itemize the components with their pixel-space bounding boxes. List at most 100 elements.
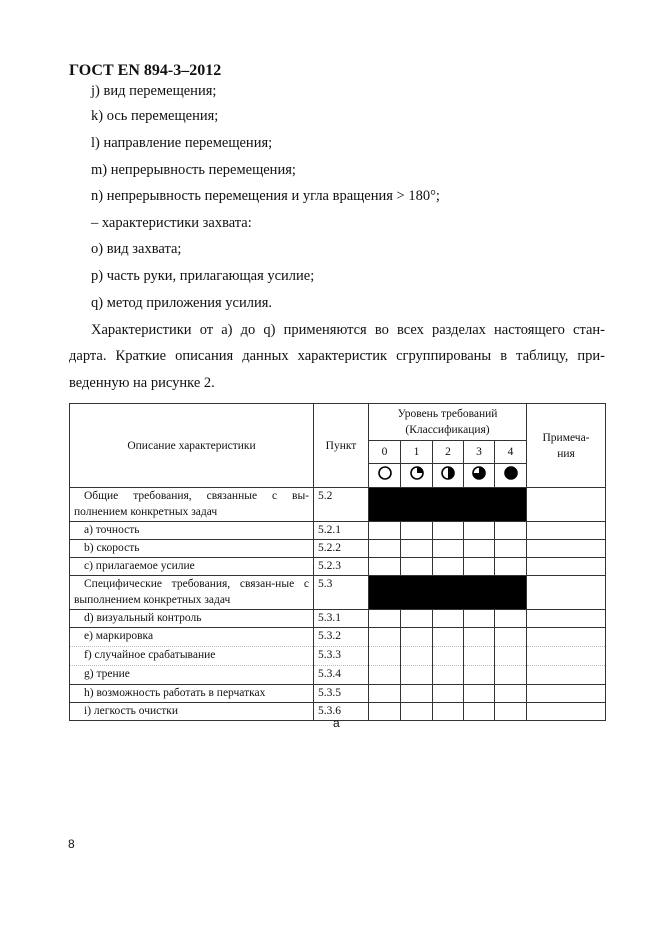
- level-cell: [400, 684, 433, 703]
- level-cell: [432, 627, 464, 647]
- notes-cell: [526, 487, 606, 522]
- list-item: k) ось перемещения;: [91, 108, 219, 124]
- level-4-header: 4: [494, 440, 527, 464]
- level-cell: [368, 627, 401, 647]
- table-row: g) трение 5.3.4: [69, 665, 606, 685]
- list-item: l) направление перемещения;: [91, 135, 273, 151]
- level-cell: [368, 539, 401, 558]
- row-description: g) трение: [69, 665, 314, 685]
- row-clause: 5.3.4: [313, 665, 369, 685]
- level-cell: [463, 539, 495, 558]
- level-cell: [400, 627, 433, 647]
- header-description: Описание характеристики: [69, 403, 314, 488]
- table-row: b) скорость 5.2.2: [69, 539, 606, 558]
- table-row: c) прилагаемое усилие 5.2.3: [69, 557, 606, 576]
- level-cell: [463, 665, 495, 685]
- level-1-cell: [400, 463, 433, 488]
- list-item: p) часть руки, прилагающая усилие;: [91, 268, 315, 284]
- row-clause: 5.3.3: [313, 646, 369, 666]
- table-row: Специфические требования, связан-ные с в…: [69, 575, 606, 610]
- level-2-cell: [432, 463, 464, 488]
- level-cell: [494, 665, 527, 685]
- row-description: i) легкость очистки: [69, 702, 314, 721]
- level-cell: [368, 684, 401, 703]
- notes-cell: [526, 609, 606, 628]
- table-row: i) легкость очистки 5.3.6: [69, 702, 606, 721]
- level-cell: [432, 539, 464, 558]
- row-clause: 5.3.6: [313, 702, 369, 721]
- table-row: d) визуальный контроль 5.3.1: [69, 609, 606, 628]
- level-cell: [432, 684, 464, 703]
- list-item: j) вид перемещения;: [91, 83, 217, 99]
- notes-cell: [526, 627, 606, 647]
- row-clause: 5.2: [313, 487, 369, 522]
- level-cell: [432, 665, 464, 685]
- level-cell: [368, 665, 401, 685]
- table-row: a) точность 5.2.1: [69, 521, 606, 540]
- notes-cell: [526, 684, 606, 703]
- level-cell: [432, 557, 464, 576]
- row-description: Общие требования, связанные с вы-полнени…: [69, 487, 314, 522]
- level-cell: [463, 521, 495, 540]
- level-cell: [463, 646, 495, 666]
- level-4-cell: [494, 463, 527, 488]
- level-cell: [494, 539, 527, 558]
- row-clause: 5.3.5: [313, 684, 369, 703]
- level-cell: [368, 521, 401, 540]
- figure-caption: a: [333, 716, 340, 730]
- level-cell: [494, 627, 527, 647]
- level-cell: [368, 702, 401, 721]
- table-row: h) возможность работать в перчатках 5.3.5: [69, 684, 606, 703]
- level-cell: [494, 609, 527, 628]
- notes-cell: [526, 539, 606, 558]
- list-item: m) непрерывность перемещения;: [91, 162, 296, 178]
- level-cell: [432, 521, 464, 540]
- level-cell: [432, 609, 464, 628]
- level-cell: [494, 684, 527, 703]
- level-cell: [400, 521, 433, 540]
- row-clause: 5.2.2: [313, 539, 369, 558]
- level-cell: [463, 627, 495, 647]
- row-description: f) случайное срабатывание: [69, 646, 314, 666]
- list-item: o) вид захвата;: [91, 241, 182, 257]
- header-level: Уровень требований (Классификация): [368, 403, 527, 441]
- row-description: d) визуальный контроль: [69, 609, 314, 628]
- circle-quarter-icon: [409, 466, 424, 480]
- level-cell: [400, 646, 433, 666]
- level-filled-block: [368, 575, 527, 610]
- page-number: 8: [68, 837, 75, 851]
- table-row: Общие требования, связанные с вы-полнени…: [69, 487, 606, 522]
- row-description: Специфические требования, связан-ные с в…: [69, 575, 314, 610]
- header-clause: Пункт: [313, 403, 369, 488]
- row-description: b) скорость: [69, 539, 314, 558]
- header-notes: Примеча-ния: [526, 403, 606, 488]
- level-cell: [400, 609, 433, 628]
- level-0-header: 0: [368, 440, 401, 464]
- notes-cell: [526, 646, 606, 666]
- level-cell: [432, 646, 464, 666]
- row-clause: 5.2.3: [313, 557, 369, 576]
- level-3-cell: [463, 463, 495, 488]
- level-cell: [400, 539, 433, 558]
- row-clause: 5.3: [313, 575, 369, 610]
- circle-half-icon: [441, 466, 455, 480]
- level-cell: [400, 665, 433, 685]
- notes-cell: [526, 575, 606, 610]
- level-cell: [368, 609, 401, 628]
- level-2-header: 2: [432, 440, 464, 464]
- row-description: c) прилагаемое усилие: [69, 557, 314, 576]
- circle-three-quarter-icon: [472, 466, 486, 480]
- level-cell: [400, 557, 433, 576]
- circle-empty-icon: [377, 466, 392, 480]
- level-cell: [368, 557, 401, 576]
- level-cell: [494, 521, 527, 540]
- row-clause: 5.3.1: [313, 609, 369, 628]
- table-row: e) маркировка 5.3.2: [69, 627, 606, 647]
- list-item: n) непрерывность перемещения и угла вращ…: [91, 188, 440, 204]
- notes-cell: [526, 557, 606, 576]
- paragraph-line: дарта. Краткие описания данных характери…: [69, 348, 605, 364]
- row-clause: 5.2.1: [313, 521, 369, 540]
- row-clause: 5.3.2: [313, 627, 369, 647]
- table-row: f) случайное срабатывание 5.3.3: [69, 646, 606, 666]
